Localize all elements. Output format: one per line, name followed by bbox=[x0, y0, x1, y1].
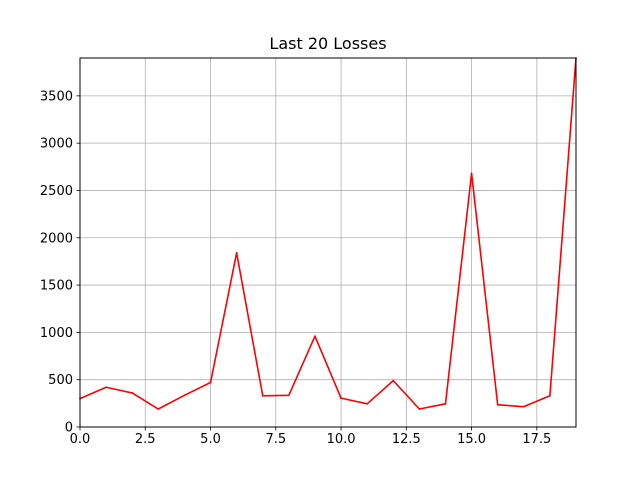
chart-title: Last 20 Losses bbox=[269, 34, 386, 53]
x-tick-label: 17.5 bbox=[522, 432, 551, 447]
y-tick-label: 1500 bbox=[40, 279, 73, 294]
x-tick-label: 15.0 bbox=[457, 432, 486, 447]
y-axis: 0 500 1000 1500 2000 2500 3000 3500 bbox=[40, 89, 80, 436]
y-tick-label: 3500 bbox=[40, 89, 73, 104]
data-point bbox=[131, 392, 134, 394]
data-point bbox=[470, 172, 473, 175]
data-point bbox=[522, 405, 525, 408]
data-point bbox=[392, 379, 395, 382]
plot-frame bbox=[79, 57, 577, 428]
y-tick-label: 3000 bbox=[40, 137, 73, 152]
data-point bbox=[287, 394, 290, 397]
grid-lines bbox=[79, 58, 576, 428]
x-tick-label: 12.5 bbox=[392, 432, 421, 447]
series-layer bbox=[79, 57, 577, 410]
data-point bbox=[209, 381, 212, 384]
data-point bbox=[548, 394, 551, 397]
data-point bbox=[444, 402, 447, 405]
x-tick-label: 7.5 bbox=[265, 432, 286, 447]
data-point bbox=[261, 394, 264, 397]
data-point bbox=[105, 386, 108, 389]
data-point bbox=[340, 397, 342, 400]
data-point bbox=[235, 252, 238, 254]
data-point bbox=[183, 394, 186, 397]
x-tick-label: 10.0 bbox=[327, 432, 356, 447]
data-point bbox=[496, 403, 499, 406]
y-tick-label: 2500 bbox=[40, 184, 73, 199]
data-point bbox=[418, 408, 421, 410]
y-tick-label: 0 bbox=[65, 421, 73, 436]
y-tick-label: 2000 bbox=[40, 231, 73, 246]
data-point bbox=[366, 402, 369, 405]
data-point bbox=[157, 408, 160, 410]
y-tick-label: 500 bbox=[48, 373, 73, 388]
loss-series-line bbox=[79, 57, 577, 410]
x-tick-label: 5.0 bbox=[200, 432, 221, 447]
data-point bbox=[314, 335, 316, 338]
x-axis: 0.0 2.5 5.0 7.5 10.0 12.5 15.0 17.5 bbox=[70, 427, 551, 447]
x-tick-label: 2.5 bbox=[135, 432, 156, 447]
y-tick-label: 1000 bbox=[40, 326, 73, 341]
x-tick-label: 0.0 bbox=[70, 432, 91, 447]
